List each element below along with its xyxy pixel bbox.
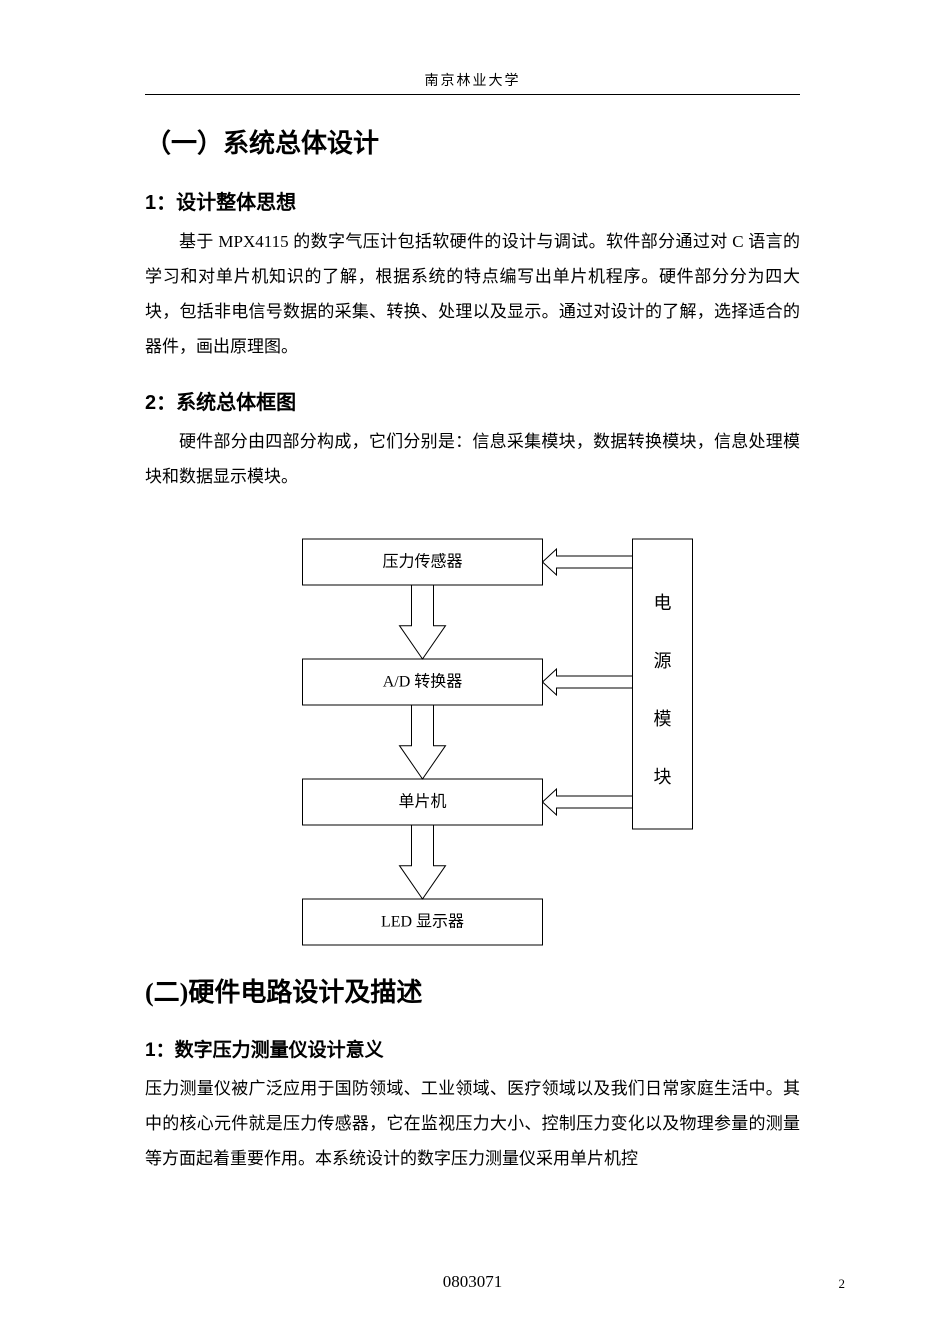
system-block-diagram: 压力传感器 A/D 转换器单片机 LED 显示器 电源模块 bbox=[145, 529, 800, 954]
svg-text:单片机: 单片机 bbox=[398, 793, 446, 811]
header-rule bbox=[145, 94, 800, 95]
section1-sub1-heading: 1：设计整体思想 bbox=[145, 186, 800, 215]
svg-text:LED 显示器: LED 显示器 bbox=[381, 913, 464, 931]
section2-sub1-heading: 1：数字压力测量仪设计意义 bbox=[145, 1035, 800, 1062]
svg-text:模: 模 bbox=[654, 709, 672, 729]
section1-sub2-para: 硬件部分由四部分构成，它们分别是：信息采集模块，数据转换模块，信息处理模块和数据… bbox=[145, 425, 800, 495]
section2-title: (二)硬件电路设计及描述 bbox=[145, 972, 800, 1009]
header-university: 南京林业大学 bbox=[145, 70, 800, 90]
section1-sub2-heading: 2：系统总体框图 bbox=[145, 386, 800, 415]
section1-title: （一）系统总体设计 bbox=[145, 123, 800, 160]
svg-text:电: 电 bbox=[654, 593, 672, 613]
flowchart-svg: 压力传感器 A/D 转换器单片机 LED 显示器 电源模块 bbox=[145, 529, 800, 949]
section2-sub1-para: 压力测量仪被广泛应用于国防领域、工业领域、医疗领域以及我们日常家庭生活中。其中的… bbox=[145, 1072, 800, 1177]
svg-text:源: 源 bbox=[654, 651, 672, 671]
footer-code: 0803071 bbox=[0, 1272, 945, 1292]
footer-pagenum: 2 bbox=[839, 1276, 846, 1292]
svg-text:压力传感器: 压力传感器 bbox=[382, 553, 462, 571]
section1-sub1-para: 基于 MPX4115 的数字气压计包括软硬件的设计与调试。软件部分通过对 C 语… bbox=[145, 225, 800, 364]
page: 南京林业大学 （一）系统总体设计 1：设计整体思想 基于 MPX4115 的数字… bbox=[0, 0, 945, 1337]
svg-text:块: 块 bbox=[654, 767, 672, 787]
svg-text:A/D 转换器: A/D 转换器 bbox=[383, 673, 463, 691]
